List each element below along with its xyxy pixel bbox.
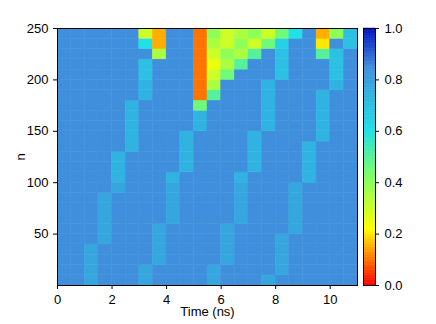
svg-text:10: 10	[323, 292, 337, 307]
svg-text:4: 4	[163, 292, 170, 307]
svg-text:0.2: 0.2	[385, 226, 403, 241]
svg-text:150: 150	[27, 123, 49, 138]
svg-text:100: 100	[27, 175, 49, 190]
svg-text:n: n	[13, 153, 28, 160]
svg-text:Time (ns): Time (ns)	[180, 304, 234, 319]
svg-text:250: 250	[27, 21, 49, 36]
svg-text:50: 50	[34, 226, 48, 241]
svg-text:200: 200	[27, 72, 49, 87]
svg-text:2: 2	[108, 292, 115, 307]
svg-text:0.8: 0.8	[385, 72, 403, 87]
svg-text:1.0: 1.0	[385, 21, 403, 36]
svg-text:0.0: 0.0	[385, 278, 403, 293]
svg-text:0: 0	[54, 292, 61, 307]
svg-text:0.4: 0.4	[385, 175, 403, 190]
svg-text:0.6: 0.6	[385, 123, 403, 138]
svg-text:8: 8	[272, 292, 279, 307]
svg-text:6: 6	[217, 291, 225, 307]
